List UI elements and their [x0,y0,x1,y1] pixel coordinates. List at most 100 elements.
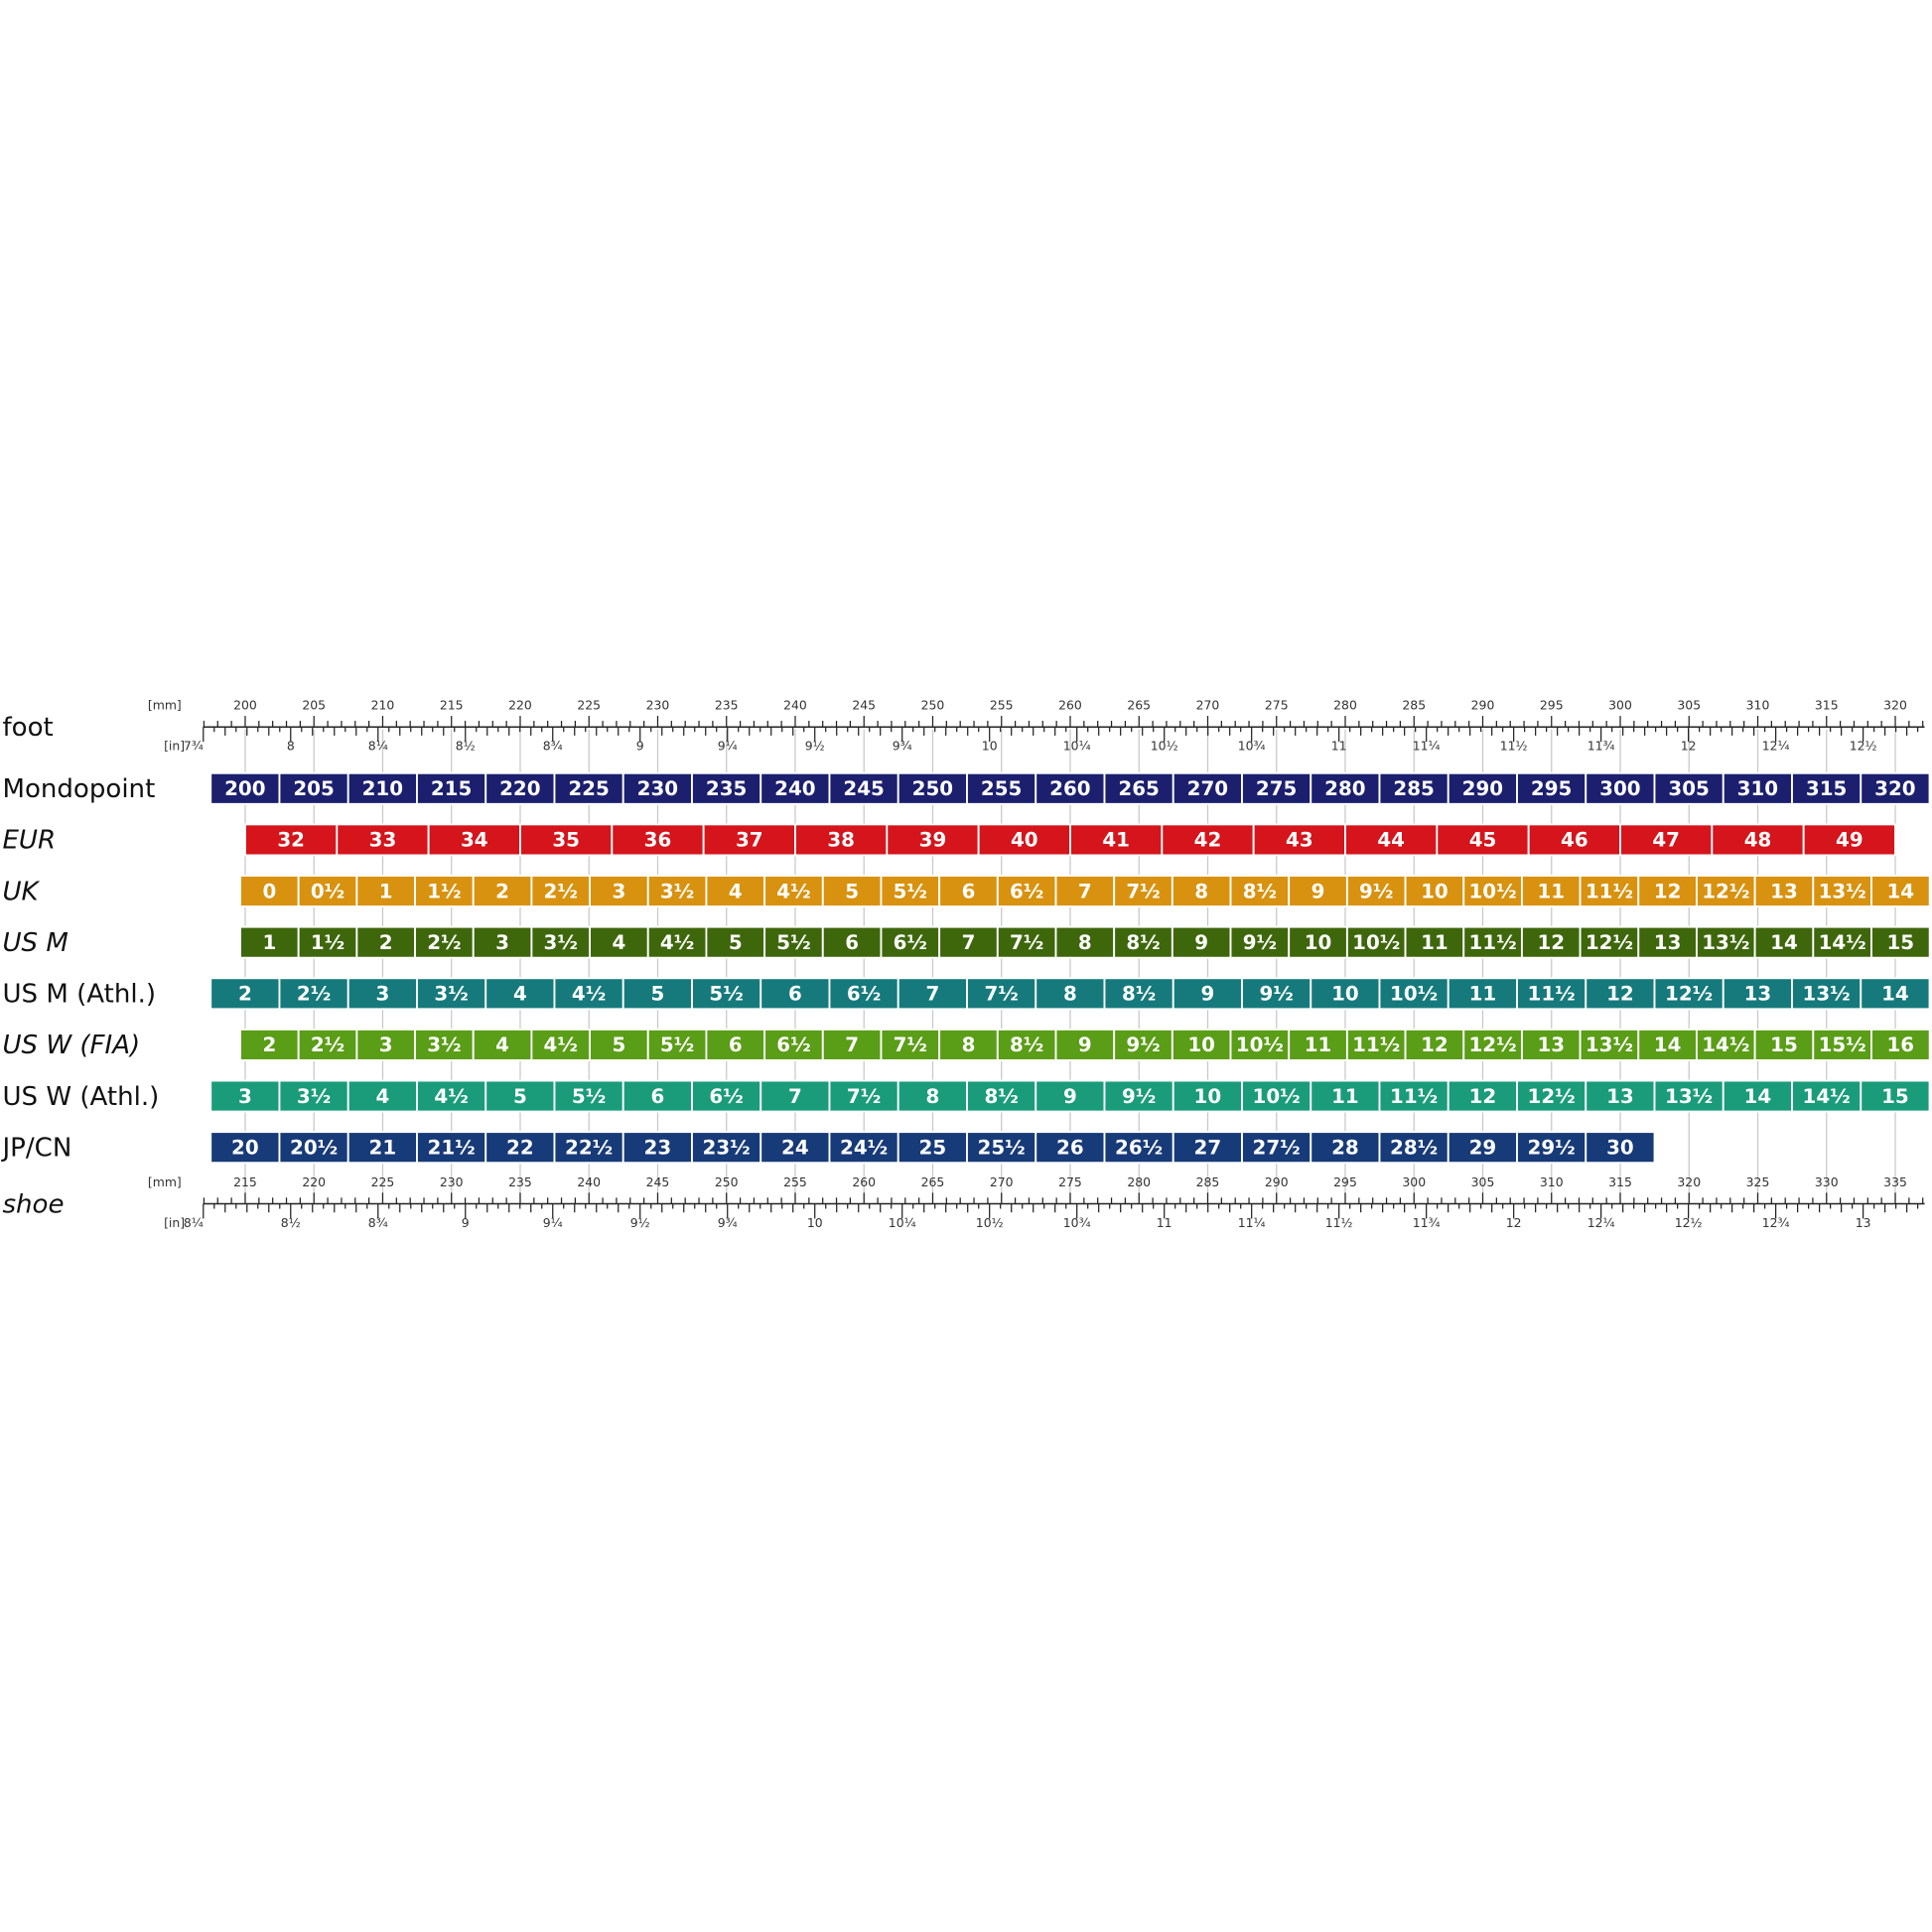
in-label: 10¼ [1063,739,1091,754]
size-cell [472,1028,533,1061]
size-label: 23 [644,1136,672,1159]
mm-label: 255 [990,698,1014,713]
in-label: 8½ [456,739,476,754]
size-cell [1310,1079,1381,1113]
size-label: 12½ [1702,880,1749,902]
size-label: 1 [379,880,393,902]
size-cell [244,823,339,857]
size-cell [1378,771,1449,805]
size-label: 9½ [1359,880,1393,902]
mm-label: 275 [1265,698,1289,713]
size-label: 305 [1668,777,1709,800]
size-cell [938,875,999,907]
mm-label: 240 [783,698,807,713]
in-label: 9 [636,739,644,754]
size-label: 14 [1744,1085,1772,1108]
size-label: 38 [827,829,855,852]
size-label: 11½ [1352,1034,1400,1056]
size-label: 9½ [1126,1034,1160,1056]
size-label: 200 [224,777,265,800]
size-label: 6 [845,931,859,954]
size-label: 34 [461,829,488,852]
size-cell [530,925,592,959]
size-label: 8 [1078,931,1092,954]
size-label: 11½ [1586,880,1633,902]
size-cell [484,771,556,805]
size-cell [1696,1028,1756,1061]
size-cell [1722,977,1793,1011]
size-label: 2½ [311,1034,345,1056]
size-label: 5½ [894,880,927,902]
size-cell [1345,875,1407,907]
size-label: 29 [1469,1136,1497,1159]
size-cell [1113,925,1173,959]
size-cell [1035,771,1106,805]
size-label: 0½ [311,880,345,902]
size-label: 2½ [297,983,331,1006]
size-label: 36 [644,829,672,852]
size-cell [1579,925,1640,959]
size-cell [1579,1028,1640,1061]
size-cell [1516,977,1587,1011]
row-label: US M [2,928,68,958]
size-label: 225 [568,777,609,800]
size-label: 10½ [1390,983,1438,1006]
mm-label: 215 [233,1174,257,1189]
size-label: 13 [1537,1034,1565,1056]
size-label: 1½ [427,880,461,902]
size-cell [1812,875,1872,907]
size-cell [1860,977,1931,1011]
mm-label: 320 [1677,1174,1701,1189]
size-label: 14 [1881,983,1909,1006]
size-cell [427,823,521,857]
size-label: 24 [781,1136,809,1159]
size-label: 8½ [1243,880,1277,902]
size-cell [828,1079,899,1113]
size-label: 280 [1324,777,1365,800]
size-label: 6½ [709,1085,743,1108]
size-label: 5 [513,1085,527,1108]
size-cell [1696,925,1756,959]
mm-label: 245 [852,698,876,713]
size-label: 4 [513,983,527,1006]
in-label: 8¼ [184,1215,204,1230]
size-label: 29½ [1528,1136,1576,1159]
size-label: 27½ [1253,1136,1301,1159]
size-label: 10½ [1253,1085,1301,1108]
size-label: 44 [1377,829,1405,852]
mm-label: 245 [646,1174,670,1189]
row-label: EUR [2,826,56,856]
size-cell [1241,977,1312,1011]
mm-label: 275 [1058,1174,1082,1189]
size-cell [416,1079,487,1113]
mm-label: 295 [1333,1174,1357,1189]
size-label: 10½ [1469,880,1517,902]
size-label: 205 [293,777,334,800]
in-label: 10¼ [889,1215,916,1230]
in-unit: [in] [164,739,185,754]
size-cell [484,977,556,1011]
in-label: 10¾ [1238,739,1266,754]
size-cell [1585,1079,1656,1113]
mm-label: 225 [577,698,601,713]
size-label: 8 [1063,983,1077,1006]
size-label: 3 [375,983,389,1006]
size-label: 10 [1421,880,1449,902]
mm-label: 330 [1815,1174,1839,1189]
size-cell [1172,1079,1243,1113]
size-cell [621,1131,693,1165]
mm-label: 200 [233,698,257,713]
size-label: 12 [1606,983,1634,1006]
size-label: 10 [1187,1034,1215,1056]
size-cell [1860,771,1931,805]
size-cell [897,1131,968,1165]
size-label: 6 [788,983,802,1006]
size-cell [1310,1131,1381,1165]
size-label: 13 [1654,931,1682,954]
in-label: 9¾ [893,739,912,754]
mm-label: 240 [577,1174,601,1189]
size-cell [416,977,487,1011]
size-cell [880,875,941,907]
size-cell [1288,875,1348,907]
